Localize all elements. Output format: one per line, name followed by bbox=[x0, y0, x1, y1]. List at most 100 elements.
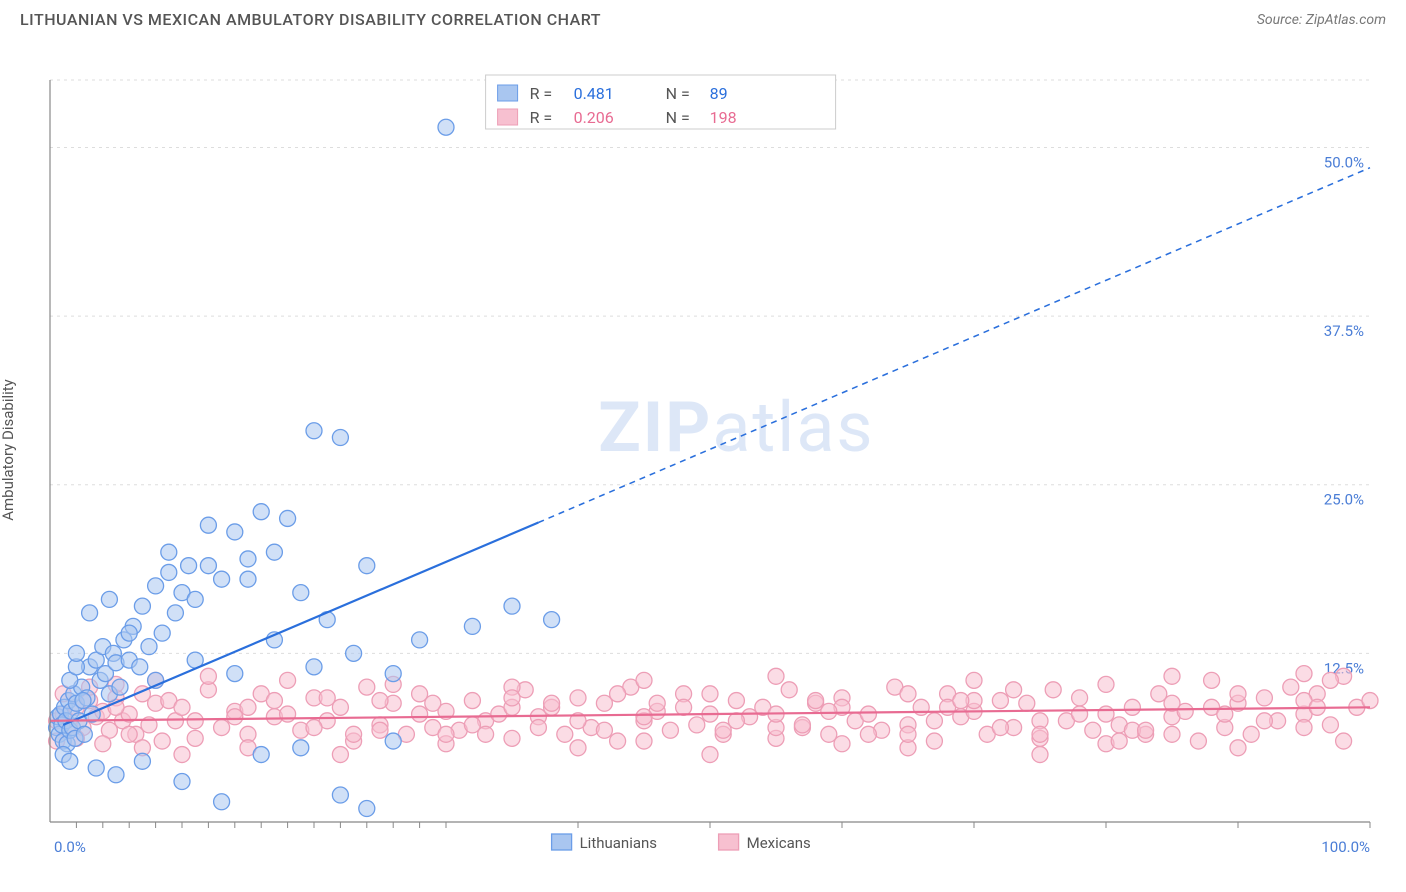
scatter-point bbox=[992, 693, 1008, 709]
scatter-point bbox=[1164, 668, 1180, 684]
scatter-point bbox=[306, 423, 322, 439]
legend-n-label: N = bbox=[666, 108, 690, 127]
scatter-point bbox=[385, 666, 401, 682]
scatter-point bbox=[293, 740, 309, 756]
scatter-point bbox=[134, 598, 150, 614]
scatter-point bbox=[1032, 747, 1048, 763]
series-label: Mexicans bbox=[747, 834, 811, 852]
scatter-point bbox=[372, 722, 388, 738]
scatter-point bbox=[1362, 693, 1378, 709]
scatter-point bbox=[121, 726, 137, 742]
scatter-point bbox=[227, 709, 243, 725]
scatter-point bbox=[253, 747, 269, 763]
scatter-point bbox=[95, 736, 111, 752]
scatter-point bbox=[161, 544, 177, 560]
scatter-point bbox=[346, 645, 362, 661]
scatter-point bbox=[530, 720, 546, 736]
scatter-point bbox=[187, 730, 203, 746]
scatter-point bbox=[332, 430, 348, 446]
scatter-point bbox=[134, 753, 150, 769]
scatter-point bbox=[570, 690, 586, 706]
scatter-point bbox=[425, 695, 441, 711]
scatter-point bbox=[953, 693, 969, 709]
scatter-point bbox=[768, 668, 784, 684]
x-left-label: 0.0% bbox=[54, 838, 86, 856]
scatter-point bbox=[1019, 695, 1035, 711]
scatter-point bbox=[926, 713, 942, 729]
scatter-point bbox=[82, 605, 98, 621]
scatter-point bbox=[412, 706, 428, 722]
scatter-point bbox=[167, 605, 183, 621]
scatter-point bbox=[214, 571, 230, 587]
scatter-point bbox=[280, 706, 296, 722]
scatter-point bbox=[702, 686, 718, 702]
scatter-point bbox=[346, 726, 362, 742]
y-tick-label: 50.0% bbox=[1324, 153, 1364, 171]
legend-r-label: R = bbox=[530, 108, 553, 127]
scatter-point bbox=[1006, 682, 1022, 698]
scatter-point bbox=[359, 558, 375, 574]
scatter-point bbox=[372, 693, 388, 709]
scatter-point bbox=[240, 571, 256, 587]
scatter-point bbox=[900, 686, 916, 702]
legend-n-value: 198 bbox=[710, 108, 737, 127]
scatter-point bbox=[412, 632, 428, 648]
scatter-point bbox=[636, 672, 652, 688]
scatter-point bbox=[1296, 666, 1312, 682]
scatter-point bbox=[1256, 690, 1272, 706]
scatter-point bbox=[1045, 682, 1061, 698]
scatter-point bbox=[1296, 720, 1312, 736]
scatter-point bbox=[662, 722, 678, 738]
scatter-point bbox=[544, 612, 560, 628]
scatter-point bbox=[240, 551, 256, 567]
scatter-point bbox=[689, 717, 705, 733]
scatter-point bbox=[702, 747, 718, 763]
scatter-point bbox=[1283, 679, 1299, 695]
scatter-point bbox=[359, 801, 375, 817]
scatter-chart: 12.5%25.0%37.5%50.0%ZIPatlas0.0%100.0%R … bbox=[0, 35, 1406, 865]
scatter-point bbox=[148, 578, 164, 594]
scatter-point bbox=[1322, 717, 1338, 733]
x-right-label: 100.0% bbox=[1321, 838, 1370, 856]
scatter-point bbox=[266, 693, 282, 709]
scatter-point bbox=[359, 679, 375, 695]
scatter-point bbox=[636, 709, 652, 725]
scatter-point bbox=[1204, 672, 1220, 688]
scatter-point bbox=[1111, 733, 1127, 749]
scatter-point bbox=[1243, 726, 1259, 742]
scatter-point bbox=[227, 524, 243, 540]
scatter-point bbox=[438, 119, 454, 135]
scatter-point bbox=[504, 730, 520, 746]
scatter-point bbox=[1190, 733, 1206, 749]
scatter-point bbox=[570, 740, 586, 756]
scatter-point bbox=[101, 591, 117, 607]
scatter-point bbox=[649, 695, 665, 711]
scatter-point bbox=[332, 787, 348, 803]
scatter-point bbox=[200, 558, 216, 574]
scatter-point bbox=[1098, 706, 1114, 722]
scatter-point bbox=[676, 699, 692, 715]
scatter-point bbox=[1230, 740, 1246, 756]
scatter-point bbox=[154, 625, 170, 641]
scatter-point bbox=[438, 726, 454, 742]
scatter-point bbox=[715, 722, 731, 738]
scatter-point bbox=[1124, 699, 1140, 715]
scatter-point bbox=[1164, 726, 1180, 742]
scatter-point bbox=[1085, 722, 1101, 738]
scatter-point bbox=[610, 686, 626, 702]
legend-n-value: 89 bbox=[710, 84, 728, 103]
chart-source: Source: ZipAtlas.com bbox=[1257, 12, 1386, 28]
scatter-point bbox=[504, 598, 520, 614]
scatter-point bbox=[174, 699, 190, 715]
scatter-point bbox=[174, 747, 190, 763]
legend-swatch bbox=[498, 109, 518, 125]
scatter-point bbox=[385, 733, 401, 749]
scatter-point bbox=[112, 679, 128, 695]
scatter-point bbox=[319, 690, 335, 706]
scatter-point bbox=[464, 693, 480, 709]
scatter-point bbox=[187, 713, 203, 729]
scatter-point bbox=[926, 733, 942, 749]
scatter-point bbox=[1032, 726, 1048, 742]
scatter-point bbox=[860, 726, 876, 742]
y-tick-label: 37.5% bbox=[1324, 322, 1364, 340]
